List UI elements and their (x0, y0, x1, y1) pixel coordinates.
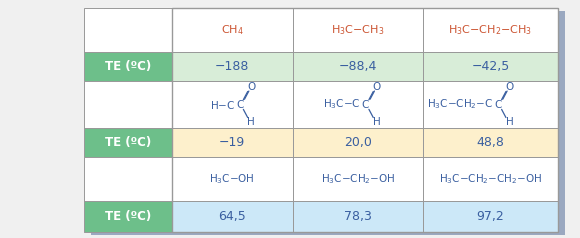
Bar (292, 157, 423, 201)
Text: 64,5: 64,5 (218, 210, 246, 223)
Text: H$_3$C$-$CH$_2$$-$C: H$_3$C$-$CH$_2$$-$C (427, 98, 494, 111)
Text: H: H (506, 117, 513, 127)
Bar (91, 11, 565, 235)
Bar (423, 157, 558, 201)
Text: −19: −19 (219, 136, 245, 149)
Text: H: H (373, 117, 380, 127)
Bar (84, 8, 172, 52)
Bar (292, 52, 423, 81)
Text: −188: −188 (215, 60, 249, 73)
Bar (84, 52, 172, 81)
Text: H$_3$C$-$CH$_2$$-$CH$_2$$-$OH: H$_3$C$-$CH$_2$$-$CH$_2$$-$OH (439, 172, 542, 186)
Text: C: C (236, 99, 244, 109)
Text: TE (ºC): TE (ºC) (105, 210, 151, 223)
Bar (292, 201, 423, 232)
Bar (172, 128, 292, 157)
Text: 20,0: 20,0 (344, 136, 372, 149)
Text: O: O (505, 82, 514, 92)
Bar (423, 128, 558, 157)
Bar (292, 128, 423, 157)
Text: 78,3: 78,3 (344, 210, 372, 223)
Bar (172, 201, 292, 232)
Bar (84, 157, 172, 201)
Text: H$_3$C$-$CH$_3$: H$_3$C$-$CH$_3$ (331, 23, 385, 37)
Text: 97,2: 97,2 (477, 210, 504, 223)
Text: H$_3$C$-$C: H$_3$C$-$C (323, 98, 361, 111)
Text: H$_3$C$-$CH$_2$$-$CH$_3$: H$_3$C$-$CH$_2$$-$CH$_3$ (448, 23, 532, 37)
Text: TE (ºC): TE (ºC) (105, 60, 151, 73)
Bar (84, 128, 172, 157)
Text: −88,4: −88,4 (339, 60, 377, 73)
Bar (292, 81, 423, 128)
Text: 48,8: 48,8 (477, 136, 505, 149)
Bar (172, 52, 292, 81)
Text: O: O (247, 82, 255, 92)
Bar (292, 8, 423, 52)
Bar (423, 8, 558, 52)
Bar (423, 81, 558, 128)
Bar (423, 201, 558, 232)
Text: C: C (495, 99, 502, 109)
Text: H: H (248, 117, 255, 127)
Text: H$_3$C$-$OH: H$_3$C$-$OH (209, 172, 255, 186)
Bar (172, 8, 558, 232)
Text: H$-$C: H$-$C (210, 99, 235, 110)
Text: CH$_4$: CH$_4$ (221, 23, 244, 37)
Text: −42,5: −42,5 (472, 60, 510, 73)
Bar (172, 8, 292, 52)
Bar (84, 201, 172, 232)
Text: H$_3$C$-$CH$_2$$-$OH: H$_3$C$-$CH$_2$$-$OH (321, 172, 395, 186)
Bar (172, 81, 292, 128)
Bar (84, 81, 172, 128)
Bar (423, 52, 558, 81)
Text: O: O (373, 82, 381, 92)
Text: TE (ºC): TE (ºC) (105, 136, 151, 149)
Text: C: C (362, 99, 369, 109)
Bar (172, 157, 292, 201)
